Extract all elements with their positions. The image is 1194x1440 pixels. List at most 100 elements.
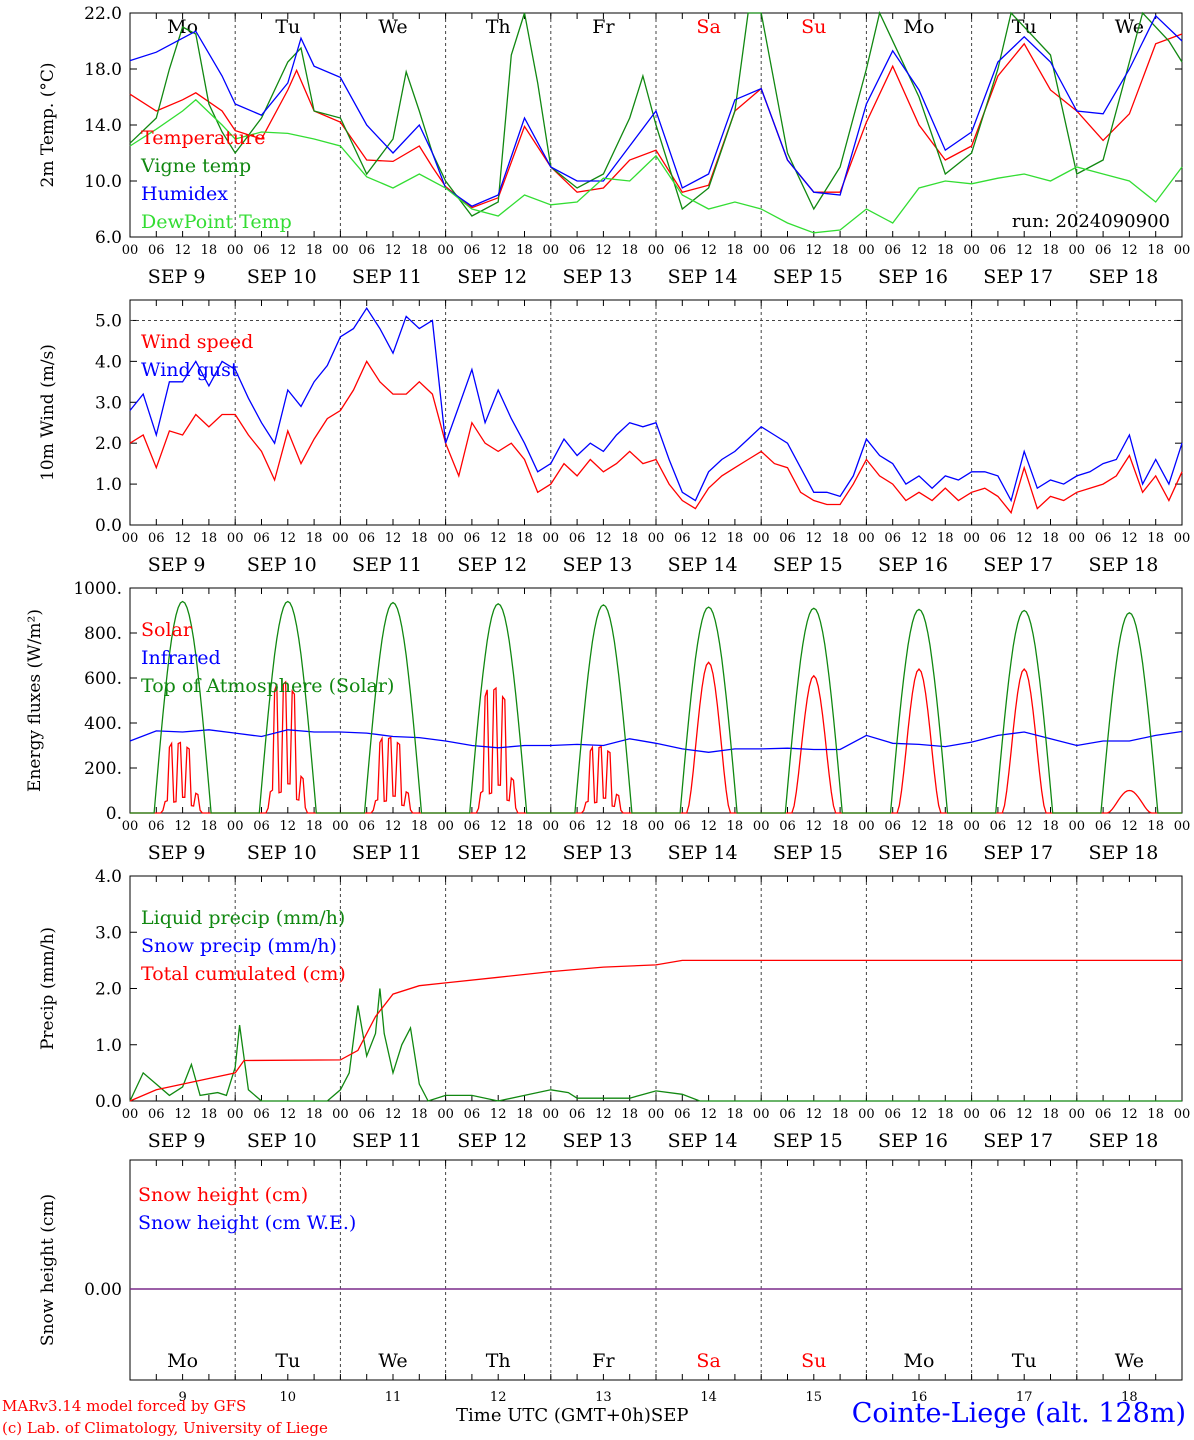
date-label: SEP 18: [1088, 554, 1158, 576]
hour-tick-label: 18: [1147, 531, 1164, 546]
y-tick-label: 800.: [84, 624, 122, 644]
weekday-label: Mo: [167, 1350, 198, 1372]
hour-tick-label: 12: [280, 1107, 297, 1122]
lab-credit: (c) Lab. of Climatology, University of L…: [2, 1419, 328, 1437]
legend-entry: Liquid precip (mm/h): [141, 907, 345, 929]
legend-entry: Humidex: [141, 183, 228, 205]
weekday-label: Th: [486, 16, 511, 38]
weekday-label: We: [1115, 1350, 1144, 1372]
hour-tick-label: 00: [122, 819, 139, 834]
hour-tick-label: 12: [174, 531, 191, 546]
weekday-label: Sa: [696, 16, 720, 38]
hour-tick-label: 00: [543, 243, 560, 258]
hour-tick-label: 18: [306, 531, 323, 546]
hour-tick-label: 12: [595, 819, 612, 834]
weekday-label: We: [1115, 16, 1144, 38]
hour-tick-label: 00: [332, 1107, 349, 1122]
hour-tick-label: 18: [516, 243, 533, 258]
hour-tick-label: 18: [832, 243, 849, 258]
hour-tick-label: 00: [648, 531, 665, 546]
y-tick-label: 400.: [84, 714, 122, 734]
date-label: SEP 14: [668, 1130, 738, 1152]
date-label: SEP 11: [352, 842, 422, 864]
station-name: Cointe-Liege (alt. 128m): [851, 1398, 1186, 1429]
legend-entry: Top of Atmosphere (Solar): [141, 675, 394, 697]
hour-tick-label: 06: [884, 1107, 901, 1122]
hour-tick-label: 12: [1121, 531, 1138, 546]
hour-tick-label: 12: [1121, 819, 1138, 834]
hour-tick-label: 18: [727, 819, 744, 834]
y-tick-label: 10.0: [84, 172, 122, 192]
hour-tick-label: 00: [437, 1107, 454, 1122]
time-axis-title: Time UTC (GMT+0h)SEP: [456, 1405, 688, 1426]
hour-tick-label: 06: [674, 531, 691, 546]
legend-entry: Total cumulated (cm): [141, 963, 346, 985]
date-label: SEP 15: [773, 266, 843, 288]
hour-tick-label: 06: [253, 1107, 270, 1122]
date-label: SEP 10: [247, 1130, 317, 1152]
hour-tick-label: 00: [963, 1107, 980, 1122]
y-tick-label: 0.: [106, 804, 122, 824]
hour-tick-label: 06: [990, 531, 1007, 546]
hour-tick-label: 06: [674, 1107, 691, 1122]
hour-tick-label: 12: [595, 531, 612, 546]
series-line-wind-gust: [129, 307, 1183, 503]
hour-tick-label: 12: [1016, 1107, 1033, 1122]
hour-tick-label: 18: [1042, 243, 1059, 258]
precip-panel: 0.0 1.0 2.0 3.0 4.0 Precip (mm/h) 00 06 12 18 SEP …: [38, 867, 1190, 1152]
date-label: SEP 15: [773, 1130, 843, 1152]
hour-tick-label: 18: [832, 531, 849, 546]
date-label: SEP 13: [562, 554, 632, 576]
y-tick-label: 22.0: [84, 4, 122, 24]
hour-tick-label: 06: [674, 243, 691, 258]
hour-tick-label: 06: [148, 819, 165, 834]
y-axis-label: 10m Wind (m/s): [38, 344, 58, 481]
hour-tick-label: 12: [385, 819, 402, 834]
y-axis-label: Snow height (cm): [38, 1194, 58, 1346]
y-tick-label: 1000.: [73, 579, 122, 599]
legend-entry: Wind speed: [141, 331, 253, 353]
hour-tick-label: 06: [464, 1107, 481, 1122]
weekday-label: Tu: [1012, 1350, 1037, 1372]
snow-height-panel: 0.00 Snow height (cm) Mo 9 Tu 10 We 11 Th 12 Fr 13 S…: [38, 1159, 1183, 1405]
legend-entry: Vigne temp: [140, 155, 251, 177]
run-annotation: run: 2024090900: [1012, 211, 1170, 232]
y-tick-label: 4.0: [95, 867, 122, 887]
hour-tick-label: 18: [516, 531, 533, 546]
hour-tick-label: 18: [411, 531, 428, 546]
hour-tick-label: 18: [727, 1107, 744, 1122]
hour-tick-label: 06: [1095, 243, 1112, 258]
hour-tick-label: 18: [621, 531, 638, 546]
hour-tick-label: 06: [990, 819, 1007, 834]
hour-tick-label: 12: [806, 243, 823, 258]
hour-tick-label: 12: [1016, 243, 1033, 258]
weekday-label: Th: [486, 1350, 511, 1372]
hour-tick-label: 12: [911, 531, 928, 546]
hour-tick-label: 00: [858, 531, 875, 546]
hour-tick-label: 00: [1069, 1107, 1086, 1122]
hour-tick-label: 18: [621, 819, 638, 834]
hour-tick-label: 12: [700, 1107, 717, 1122]
hour-tick-label: 18: [1147, 1107, 1164, 1122]
weekday-label: Tu: [275, 16, 300, 38]
hour-tick-label: 18: [937, 1107, 954, 1122]
hour-tick-label: 00: [332, 243, 349, 258]
hour-tick-label: 12: [280, 819, 297, 834]
day-number-label: 15: [806, 1390, 823, 1405]
weekday-label: Su: [801, 1350, 826, 1372]
hour-tick-label: 06: [1095, 819, 1112, 834]
date-label: SEP 12: [457, 1130, 527, 1152]
hour-tick-label: 18: [516, 819, 533, 834]
series-line-dewpoint-temp: [129, 98, 1183, 234]
date-label: SEP 15: [773, 842, 843, 864]
legend-entry: Snow height (cm): [138, 1184, 308, 1206]
hour-tick-label: 06: [569, 819, 586, 834]
hour-tick-label: 00: [437, 819, 454, 834]
hour-tick-label: 18: [411, 1107, 428, 1122]
day-number-label: 9: [178, 1390, 186, 1405]
date-label: SEP 17: [983, 266, 1053, 288]
date-label: SEP 18: [1088, 266, 1158, 288]
y-tick-label: 2.0: [95, 434, 122, 454]
hour-tick-label: 06: [779, 531, 796, 546]
hour-tick-label: 18: [201, 243, 218, 258]
